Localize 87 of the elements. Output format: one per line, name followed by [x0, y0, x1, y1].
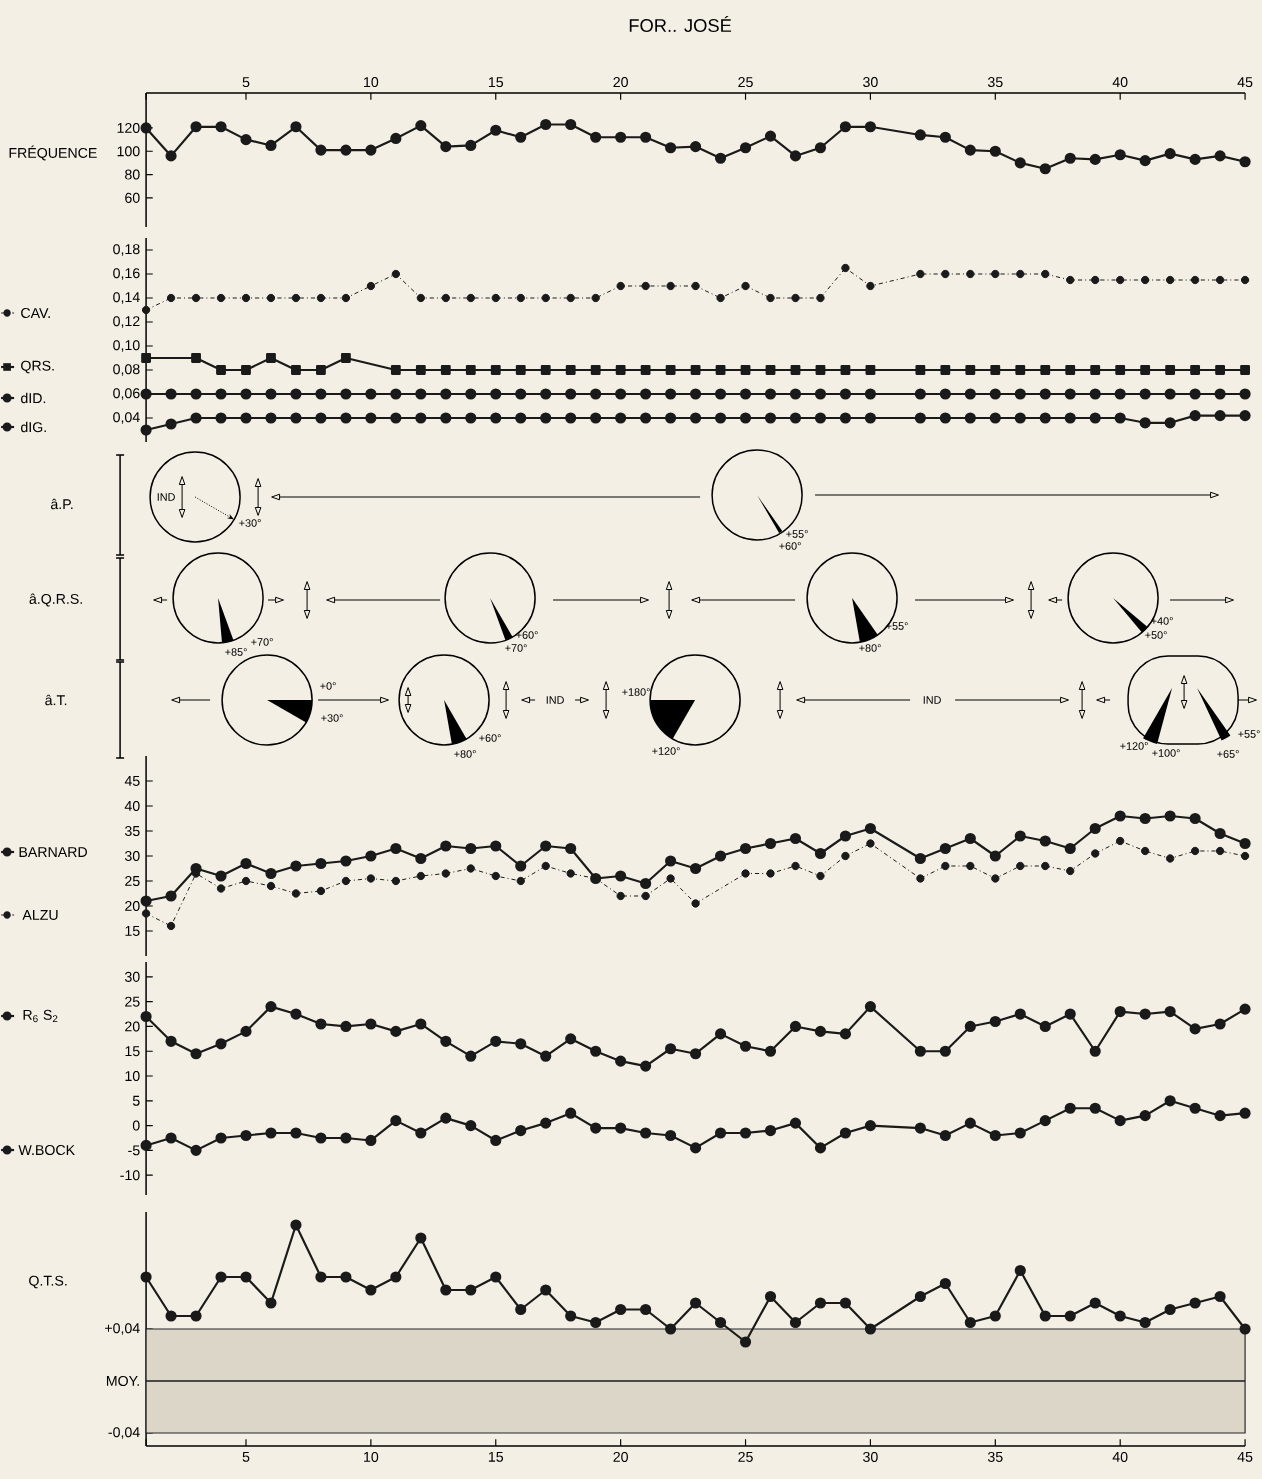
text: +60°	[779, 542, 801, 550]
x-tick-label: 35	[987, 1451, 1003, 1462]
y-tick-label: 5	[132, 1095, 140, 1106]
text: +180°	[622, 688, 650, 696]
legend-label: BARNARD	[19, 847, 87, 857]
y-tick-label: 0,12	[113, 316, 140, 328]
text: +85°	[225, 648, 247, 656]
y-tick-label: 0,18	[113, 244, 140, 256]
y-tick-label: -5	[128, 1145, 140, 1156]
y-tick-label: 15	[125, 926, 140, 936]
text: +55°	[886, 622, 908, 630]
legend-label: ALZU	[22, 910, 58, 920]
text: +70°	[505, 644, 527, 652]
y-tick-label: -0,04	[108, 1427, 140, 1439]
text: +120°	[1120, 742, 1148, 750]
y-tick-label: MOY.	[106, 1375, 139, 1386]
y-tick-label: 20	[125, 1021, 140, 1032]
text: â.P.	[50, 498, 73, 510]
y-tick-label: 15	[125, 1046, 140, 1057]
legend-label: W.BOCK	[18, 1145, 75, 1156]
x-tick-label: 45	[1237, 77, 1253, 88]
x-tick-label: 10	[364, 1451, 379, 1462]
y-tick-label: 0,04	[113, 412, 140, 424]
y-tick-label: 10	[125, 1071, 140, 1082]
x-tick-label: 25	[738, 77, 753, 88]
legend-label: dID.	[20, 392, 46, 404]
text: +60°	[479, 734, 501, 742]
text: +80°	[859, 644, 881, 652]
y-tick-label: 100	[117, 146, 140, 157]
text: IND	[923, 696, 941, 704]
y-tick-label: 40	[124, 800, 140, 811]
y-tick-label: 20	[125, 900, 140, 911]
x-tick-label: 15	[488, 77, 504, 88]
y-tick-label: 30	[124, 971, 140, 982]
y-tick-label: 80	[125, 169, 140, 180]
x-tick-label: 10	[364, 77, 379, 88]
y-tick-label: 0,16	[113, 268, 140, 280]
text: â.Q.R.S.	[29, 593, 82, 607]
x-tick-label: 35	[987, 77, 1003, 88]
x-tick-label: 40	[1112, 1451, 1128, 1462]
legend-label: R$_{6}$ S$_{2}$	[23, 1009, 58, 1023]
text: +55°	[1238, 730, 1260, 738]
x-tick-label: 25	[738, 1451, 753, 1462]
text: +55°	[786, 530, 808, 538]
y-tick-label: 25	[125, 875, 140, 886]
x-tick-label: 30	[863, 77, 878, 88]
y-tick-label: -10	[120, 1170, 140, 1181]
legend-label: dIG.	[20, 421, 46, 433]
y-tick-label: 0	[132, 1120, 140, 1131]
y-tick-label: 120	[117, 122, 140, 133]
text: +0°	[320, 682, 336, 690]
y-tick-label: 0,08	[113, 364, 140, 376]
text: +50°	[1145, 631, 1167, 639]
y-tick-label: 25	[125, 996, 140, 1007]
x-tick-label: 15	[488, 1451, 504, 1462]
annotation: +65°	[1217, 750, 1239, 758]
text: +60°	[516, 631, 538, 639]
x-tick-label: 30	[863, 1451, 878, 1462]
legend-label: QRS.	[21, 360, 54, 374]
y-tick-label: 35	[124, 825, 140, 836]
x-tick-label: 45	[1237, 1451, 1253, 1462]
y-tick-label: 45	[124, 776, 140, 786]
text: IND	[157, 493, 175, 501]
text: +120°	[652, 747, 680, 755]
annotation: +100°	[1152, 749, 1180, 757]
x-tick-label: 20	[613, 1451, 628, 1462]
text: +70°	[251, 638, 273, 646]
x-tick-label: 5	[242, 1451, 250, 1462]
text: +30°	[239, 519, 261, 527]
text: +40°	[1151, 617, 1173, 625]
y-tick-label: 0,10	[113, 340, 140, 352]
text: FRÉQUENCE	[9, 145, 97, 161]
x-tick-label: 20	[613, 77, 628, 88]
y-tick-label: 0,06	[113, 388, 140, 400]
text: IND	[546, 696, 564, 704]
chart-title: FOR.. JOSÉ	[629, 15, 732, 33]
annotation: +80°	[454, 750, 476, 758]
legend-label: CAV.	[21, 308, 50, 319]
y-tick-label: 60	[125, 192, 140, 203]
x-tick-label: 5	[242, 77, 250, 88]
text: Q.T.S.	[29, 1275, 67, 1289]
y-tick-label: 0,14	[113, 292, 140, 304]
x-tick-label: 40	[1112, 77, 1128, 88]
y-tick-label: +0,04	[105, 1323, 140, 1335]
y-tick-label: 30	[124, 850, 140, 861]
text: +30°	[321, 714, 343, 722]
text: â.T.	[45, 694, 67, 706]
